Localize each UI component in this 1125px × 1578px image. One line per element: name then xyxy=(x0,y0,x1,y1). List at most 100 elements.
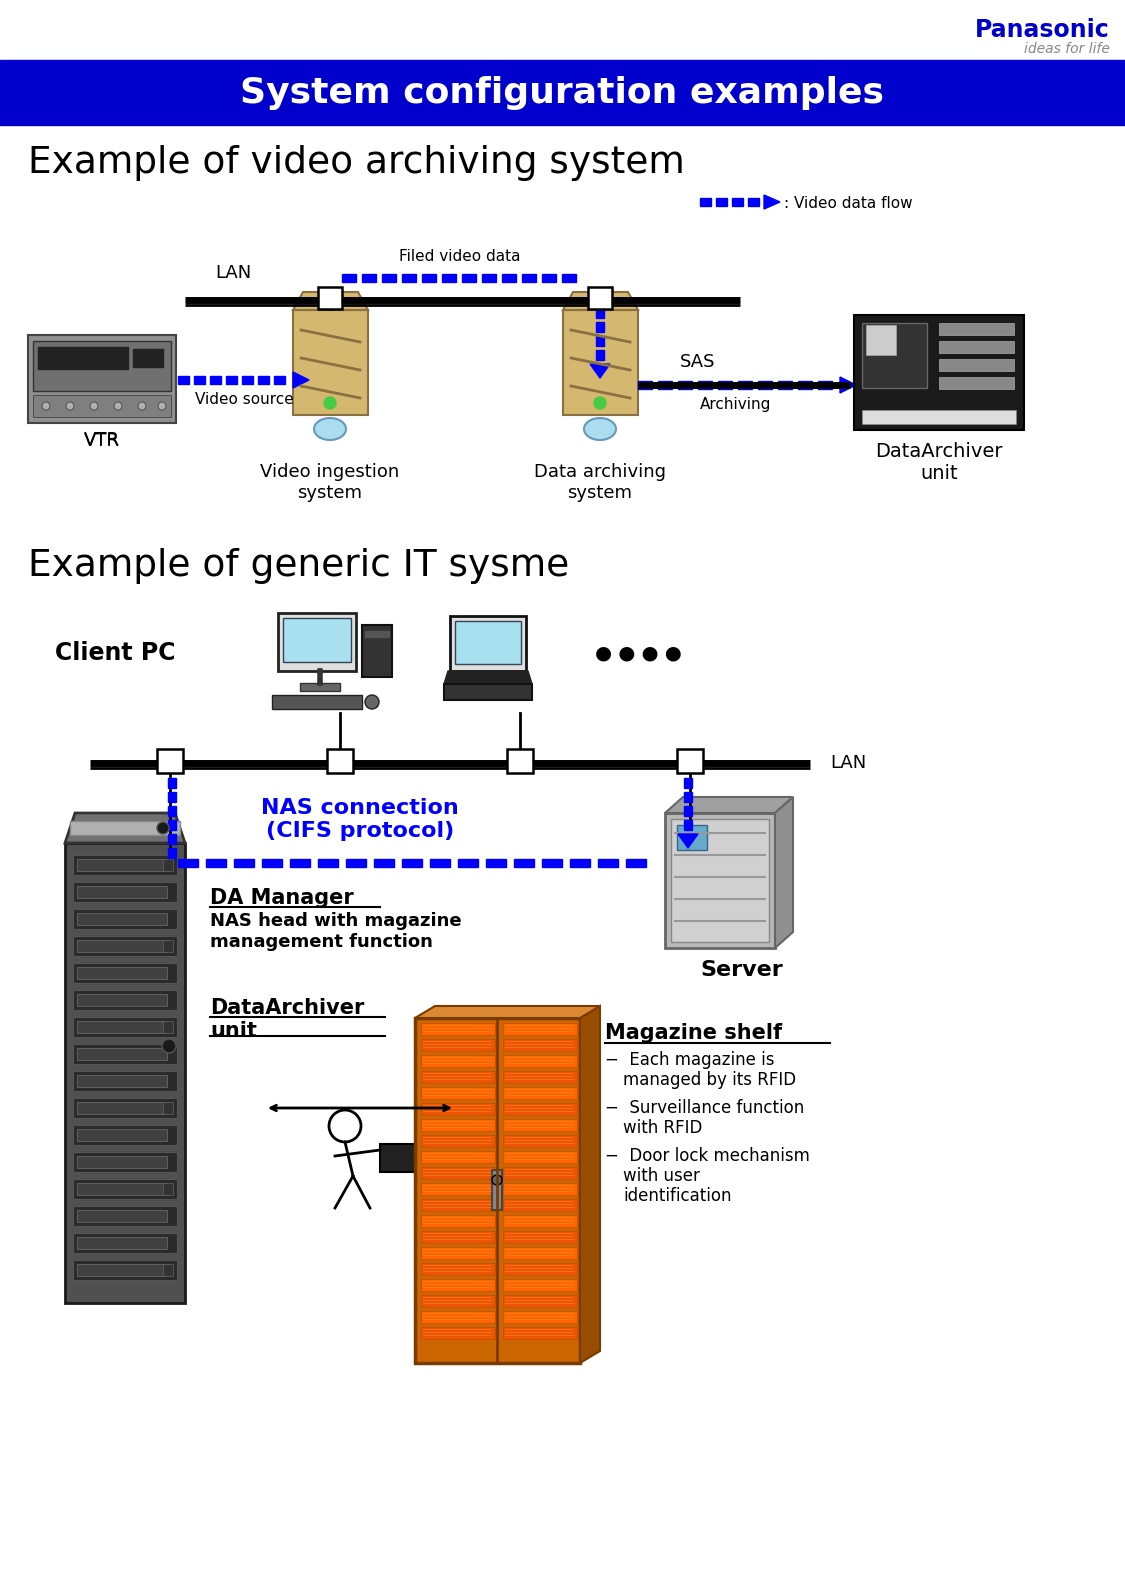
Bar xyxy=(158,750,183,773)
Bar xyxy=(76,1184,166,1195)
Bar xyxy=(73,1045,177,1064)
Bar xyxy=(226,376,237,383)
Bar xyxy=(421,1038,495,1051)
Bar xyxy=(421,1199,495,1210)
Polygon shape xyxy=(580,1007,600,1363)
Bar xyxy=(318,287,342,309)
Bar xyxy=(542,858,562,866)
Bar xyxy=(242,376,253,383)
Bar xyxy=(444,683,532,701)
Bar xyxy=(73,1071,177,1090)
Bar xyxy=(300,683,340,691)
Bar xyxy=(503,1262,577,1275)
Bar xyxy=(76,1264,166,1277)
Bar xyxy=(73,1152,177,1172)
Bar xyxy=(133,349,163,368)
Bar xyxy=(73,1232,177,1253)
Bar xyxy=(258,376,269,383)
Bar xyxy=(748,197,759,207)
Bar xyxy=(76,885,166,898)
Circle shape xyxy=(324,398,336,409)
Ellipse shape xyxy=(314,418,346,440)
Text: Filed video data: Filed video data xyxy=(399,249,521,264)
Text: −  Surveillance function: − Surveillance function xyxy=(605,1098,804,1117)
Bar xyxy=(758,380,772,390)
Bar xyxy=(677,825,706,851)
Bar xyxy=(290,858,310,866)
Bar xyxy=(73,1259,177,1280)
Bar xyxy=(278,612,356,671)
Bar xyxy=(866,325,896,355)
Bar xyxy=(421,1135,495,1147)
Text: SAS: SAS xyxy=(680,353,716,371)
Bar xyxy=(292,309,368,415)
Bar xyxy=(168,792,176,802)
Bar xyxy=(596,308,604,319)
Bar xyxy=(28,335,176,423)
Bar xyxy=(698,380,712,390)
Bar xyxy=(168,847,176,858)
Bar xyxy=(73,1125,177,1146)
Bar xyxy=(503,1103,577,1116)
Text: Video ingestion
system: Video ingestion system xyxy=(260,462,399,502)
Bar xyxy=(486,858,506,866)
Polygon shape xyxy=(292,292,368,309)
Text: VTR: VTR xyxy=(84,432,120,450)
Bar xyxy=(38,347,128,369)
Text: Data archiving
system: Data archiving system xyxy=(534,462,666,502)
Bar xyxy=(421,1071,495,1083)
Bar xyxy=(798,380,812,390)
Bar xyxy=(570,858,590,866)
Bar xyxy=(684,778,692,787)
Bar xyxy=(421,1247,495,1259)
Bar xyxy=(70,821,180,835)
Text: DataArchiver
unit: DataArchiver unit xyxy=(210,997,364,1041)
Bar xyxy=(421,1327,495,1340)
Text: System configuration examples: System configuration examples xyxy=(240,76,884,110)
Bar xyxy=(738,380,752,390)
Bar xyxy=(168,778,176,787)
Bar xyxy=(163,1021,173,1034)
Bar xyxy=(318,858,337,866)
Bar xyxy=(76,858,166,871)
Bar xyxy=(73,882,177,903)
Bar xyxy=(596,350,604,360)
Bar xyxy=(503,1119,577,1131)
Circle shape xyxy=(42,402,50,410)
Bar xyxy=(0,60,1125,125)
Bar xyxy=(33,394,171,417)
Polygon shape xyxy=(292,372,309,388)
Bar xyxy=(327,750,353,773)
Bar xyxy=(778,380,792,390)
Bar xyxy=(421,1262,495,1275)
Polygon shape xyxy=(678,835,698,847)
Bar xyxy=(503,1215,577,1228)
Bar xyxy=(818,380,832,390)
Bar xyxy=(588,287,612,309)
Text: Client PC: Client PC xyxy=(55,641,176,664)
Polygon shape xyxy=(764,196,780,208)
Bar xyxy=(73,1016,177,1037)
Text: Archiving: Archiving xyxy=(700,398,772,412)
Bar xyxy=(939,360,1014,371)
Text: Magazine shelf: Magazine shelf xyxy=(605,1023,782,1043)
Bar xyxy=(168,835,176,844)
Circle shape xyxy=(158,822,169,835)
Circle shape xyxy=(90,402,98,410)
Polygon shape xyxy=(665,797,793,813)
Bar xyxy=(430,858,450,866)
Text: DA Manager: DA Manager xyxy=(210,888,353,907)
Bar xyxy=(210,376,220,383)
Polygon shape xyxy=(65,813,184,843)
Bar xyxy=(421,1119,495,1131)
Bar xyxy=(262,858,282,866)
Bar xyxy=(684,806,692,816)
Bar xyxy=(402,275,416,282)
Bar xyxy=(421,1103,495,1116)
Bar xyxy=(670,819,770,942)
Text: : Video data flow: : Video data flow xyxy=(784,196,912,210)
Bar xyxy=(76,1101,166,1114)
Bar xyxy=(514,858,534,866)
Bar xyxy=(284,619,351,663)
Bar xyxy=(178,858,198,866)
